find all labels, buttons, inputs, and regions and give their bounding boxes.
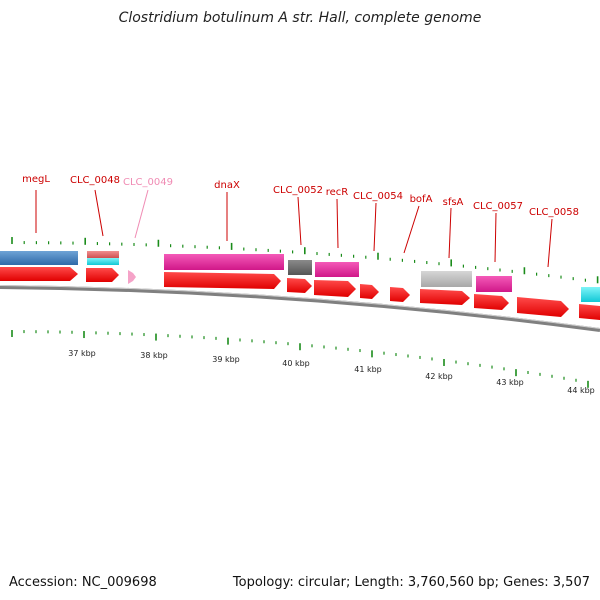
kbp-tick-label: 39 kbp [212,355,240,364]
gene-edge-cyan-bar[interactable] [581,287,600,302]
kbp-tick-label: 44 kbp [567,386,595,395]
gene-clc0049-arrow[interactable] [128,270,136,284]
gene-megL-bar[interactable] [0,251,78,265]
gene-label-megL[interactable]: megL [22,174,50,185]
label-connector [134,189,149,239]
gene-label-clc0057[interactable]: CLC_0057 [473,201,523,212]
gene-label-clc0049[interactable]: CLC_0049 [123,177,173,188]
genome-backbone [0,285,600,332]
label-connector [403,205,420,254]
cds-arrow[interactable] [474,294,509,310]
label-connector [94,189,104,237]
gene-sfsA-bar[interactable] [421,271,472,287]
lower-tick-ring [11,330,589,388]
gene-label-clc0048[interactable]: CLC_0048 [70,175,120,186]
cds-arrow[interactable] [287,278,312,293]
gene-clc0048-bar-top[interactable] [87,251,119,258]
label-connector [494,212,497,263]
genome-backbone-highlight [0,285,600,329]
cds-arrow[interactable] [0,267,78,281]
cds-arrow[interactable] [86,268,119,282]
gene-label-recR[interactable]: recR [326,187,349,198]
label-connector [336,198,339,249]
upper-tick-ring [11,237,599,284]
cds-arrow[interactable] [360,284,379,299]
kbp-tick-label: 40 kbp [282,359,310,368]
gene-label-clc0054[interactable]: CLC_0054 [353,191,403,202]
map-title: Clostridium botulinum A str. Hall, compl… [118,10,482,26]
kbp-tick-label: 42 kbp [425,372,453,381]
label-connector [448,207,452,259]
gene-label-clc0058[interactable]: CLC_0058 [529,207,579,218]
cds-arrow[interactable] [517,297,569,317]
accession-text: Accession: NC_009698 [9,575,157,590]
topology-info: Topology: circular; Length: 3,760,560 bp… [232,575,590,590]
gene-clc0057-bar[interactable] [476,276,512,292]
gene-label-clc0052[interactable]: CLC_0052 [273,185,323,196]
gene-label-bofA[interactable]: bofA [410,194,433,205]
kbp-tick-label: 37 kbp [68,349,96,358]
gene-clc0052-bar[interactable] [288,260,312,275]
label-connector [297,196,302,246]
gene-clc0048-bar-bottom[interactable] [87,258,119,265]
gene-label-sfsA[interactable]: sfsA [443,197,464,208]
gene-label-dnaX[interactable]: dnaX [214,180,240,191]
label-connector [373,202,377,252]
cds-arrow[interactable] [420,289,470,305]
label-connector [547,218,553,268]
kbp-tick-label: 41 kbp [354,365,382,374]
gene-dnaX-bar[interactable] [164,254,284,270]
cds-arrow[interactable] [314,280,356,297]
kbp-tick-label: 38 kbp [140,351,168,360]
gene-recR-bar[interactable] [315,262,359,277]
cds-arrow[interactable] [579,304,600,320]
cds-arrow[interactable] [390,287,410,302]
cds-arrow[interactable] [164,272,281,289]
kbp-tick-label: 43 kbp [496,378,524,387]
